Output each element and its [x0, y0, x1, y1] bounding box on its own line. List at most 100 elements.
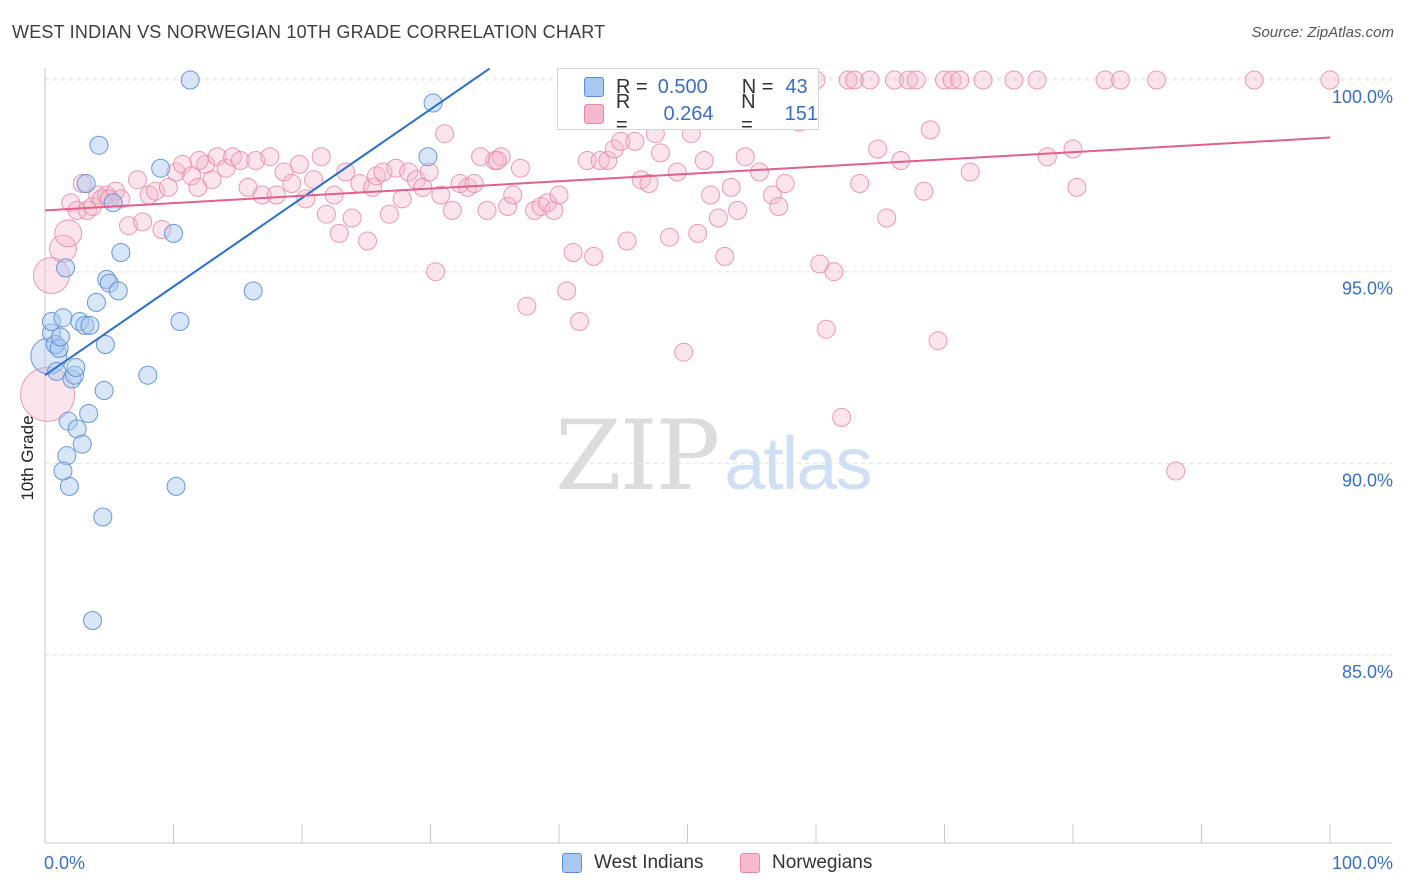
norwegians-point: [816, 319, 836, 339]
norwegians-point: [906, 70, 926, 90]
legend-n-value: 43: [785, 75, 808, 98]
legend-swatch-pink: [584, 104, 604, 124]
norwegians-point: [625, 131, 645, 151]
legend-n-label: N =: [741, 75, 774, 98]
norwegians-point: [99, 189, 119, 209]
norwegians-point: [517, 296, 537, 316]
legend-n-label: N =: [741, 91, 756, 136]
west-indians-point: [41, 312, 61, 332]
norwegians-point: [557, 281, 577, 301]
norwegians-point: [510, 158, 530, 178]
legend: R = 0.500 N = 43 R = 0.264 N = 151: [557, 68, 819, 136]
west-indians-trend-line: [44, 67, 491, 377]
west-indians-point: [164, 223, 183, 243]
trend-lines: [44, 67, 1331, 377]
west-indians-point: [80, 315, 100, 335]
norwegians-point: [342, 208, 362, 228]
norwegians-point: [54, 219, 83, 248]
norwegians-point: [1037, 147, 1057, 167]
norwegians-point: [694, 151, 714, 171]
legend-row-norwegians: R = 0.264 N = 151: [584, 91, 818, 136]
norwegians-point: [914, 181, 934, 201]
west-indians-point: [111, 243, 131, 263]
norwegians-point: [950, 70, 970, 90]
norwegians-point: [181, 166, 201, 186]
bottom-legend-label: Norwegians: [772, 852, 873, 873]
norwegians-point: [358, 231, 378, 251]
x-tick-label: 100.0%: [1332, 853, 1393, 873]
chart-source: Source: ZipAtlas.com: [1251, 24, 1394, 41]
norwegians-point: [775, 174, 795, 194]
west-indians-point: [166, 476, 186, 496]
bottom-legend-norwegians[interactable]: Norwegians: [740, 852, 872, 874]
norwegians-point: [935, 70, 954, 90]
legend-row-west-indians: R = 0.500 N = 43: [584, 75, 808, 99]
norwegians-point: [899, 70, 919, 90]
norwegians-point: [604, 139, 624, 159]
norwegians-point: [688, 223, 708, 243]
norwegians-point: [845, 70, 865, 90]
y-tick-label: 90.0%: [1342, 470, 1393, 490]
norwegians-point: [884, 70, 904, 90]
norwegians-point: [503, 185, 523, 205]
norwegians-point: [762, 185, 782, 205]
norwegians-point: [701, 185, 721, 205]
norwegians-point: [304, 170, 324, 190]
y-tick-label: 100.0%: [1332, 87, 1393, 107]
norwegians-point: [379, 204, 399, 224]
norwegians-point: [667, 162, 687, 182]
west-indians-point: [418, 147, 438, 167]
west-indians-point: [180, 70, 200, 90]
west-indians-point: [138, 365, 158, 385]
west-indians-point: [72, 434, 92, 454]
west-indians-point: [67, 419, 87, 439]
y-tick-label: 85.0%: [1342, 662, 1393, 682]
norwegians-point: [274, 162, 294, 182]
norwegians-point: [1320, 70, 1340, 90]
west-indians-point: [423, 93, 443, 113]
west-indians-point: [89, 135, 109, 155]
west-indians-point: [94, 381, 114, 401]
y-tick-label: 95.0%: [1342, 279, 1393, 299]
norwegians-point: [435, 124, 455, 144]
norwegians-point: [230, 151, 250, 171]
norwegians-point: [832, 407, 852, 427]
west-indians-point: [170, 312, 190, 332]
norwegians-point: [146, 181, 166, 201]
norwegians-point: [373, 162, 393, 182]
norwegians-point: [860, 70, 880, 90]
norwegians-point: [728, 200, 748, 220]
bottom-legend: West Indians Norwegians: [0, 852, 1406, 876]
norwegians-point: [419, 162, 439, 182]
west-indians-point: [47, 361, 67, 381]
west-indians-point: [50, 327, 70, 347]
norwegians-point: [877, 208, 897, 228]
norwegians-point: [960, 162, 980, 182]
legend-r-label: R =: [615, 91, 631, 136]
norwegians-point: [158, 177, 178, 197]
bottom-legend-west-indians[interactable]: West Indians: [562, 852, 703, 874]
norwegians-point: [426, 262, 446, 282]
norwegians-point: [769, 197, 789, 217]
legend-n-value: 151: [784, 102, 818, 125]
west-indians-point: [66, 358, 86, 378]
norwegians-point: [942, 70, 962, 90]
west-indians-point: [95, 335, 115, 355]
tick-labels: 85.0% 90.0% 95.0% 100.0% 0.0% 100.0%: [44, 87, 1393, 873]
norwegians-point: [570, 312, 590, 332]
norwegians-point: [477, 200, 497, 220]
norwegians-point: [715, 246, 735, 266]
norwegians-point: [61, 193, 81, 213]
west-indians-point: [103, 193, 123, 213]
norwegians-point: [77, 200, 97, 220]
axes: [44, 68, 1392, 844]
legend-swatch-blue: [584, 77, 604, 97]
norwegians-point: [1095, 70, 1115, 90]
norwegians-point: [266, 185, 286, 205]
norwegians-point: [549, 185, 569, 205]
west-indians-point: [93, 507, 113, 527]
norwegians-point: [824, 262, 844, 282]
norwegians-point: [464, 174, 484, 194]
norwegians-point: [973, 70, 993, 90]
